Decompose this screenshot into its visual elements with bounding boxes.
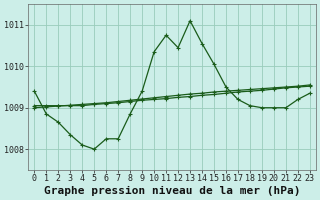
X-axis label: Graphe pression niveau de la mer (hPa): Graphe pression niveau de la mer (hPa) — [44, 186, 300, 196]
